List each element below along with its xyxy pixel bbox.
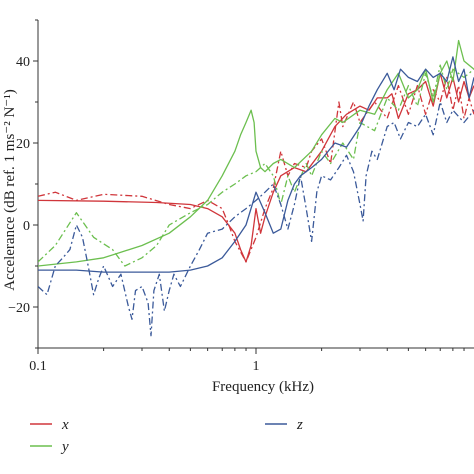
y-axis-label: Accelerance (dB ref. 1 ms⁻² N⁻¹) [2,89,18,290]
legend-label-x: x [61,417,69,433]
x-tick-label: 1 [253,359,260,374]
series-z-dashdot-line [38,101,474,337]
x-tick-label: 0.1 [29,359,47,374]
legend-label-y: y [60,439,69,455]
plot-frame [37,20,474,349]
y-tick-label: 40 [16,55,30,70]
series-z-solid-line [38,56,474,273]
series-x-solid-line [38,72,474,263]
legend: xy z [30,417,303,455]
series-layer [38,39,474,337]
ticks-layer: −20 0 20 40 0.1 1 [8,19,465,374]
y-tick-label: 20 [16,137,30,152]
x-axis-label: Frequency (kHz) [212,379,314,395]
y-tick-label: 0 [23,219,30,234]
y-tick-label: −20 [8,301,30,316]
legend-label-z: z [296,417,303,433]
series-x-dashdot-line [38,76,474,263]
series-y-solid-line [38,39,474,267]
series-y-dashdot-line [38,64,474,267]
